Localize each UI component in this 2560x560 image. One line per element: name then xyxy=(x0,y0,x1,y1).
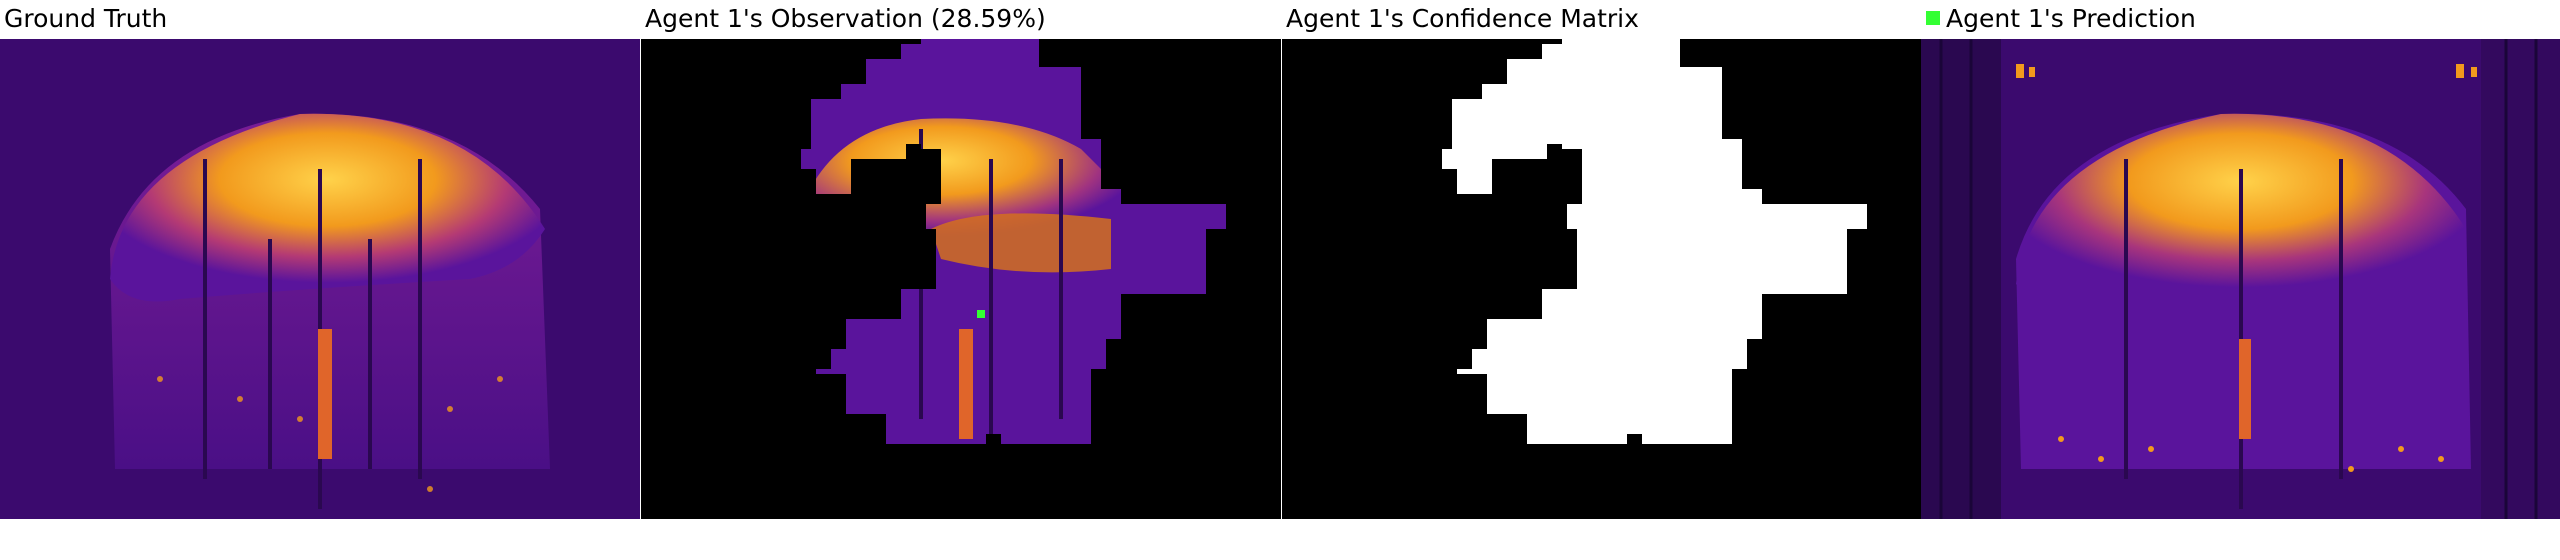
ground-truth-image xyxy=(0,39,640,519)
observation-title: Agent 1's Observation (28.59%) xyxy=(645,4,1046,33)
confidence-title: Agent 1's Confidence Matrix xyxy=(1286,4,1639,33)
ground-truth-title: Ground Truth xyxy=(4,4,168,33)
confidence-matrix-image xyxy=(1282,39,1922,519)
observation-image xyxy=(641,39,1281,519)
agent-position-marker xyxy=(977,310,985,318)
green-square-icon xyxy=(1926,11,1940,25)
prediction-title: Agent 1's Prediction xyxy=(1946,4,2196,33)
prediction-image xyxy=(1921,39,2560,519)
